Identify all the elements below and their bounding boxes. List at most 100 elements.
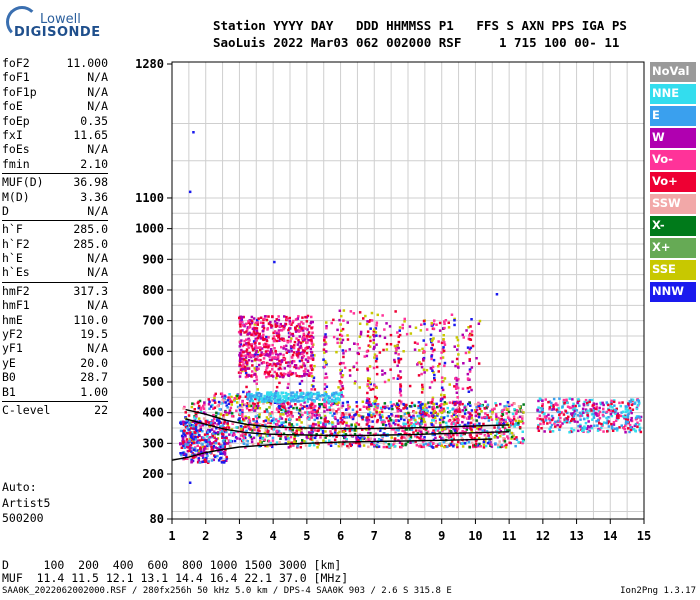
- echo-point: [268, 358, 272, 362]
- echo-point: [316, 396, 319, 399]
- echo-point: [333, 399, 336, 402]
- echo-point: [409, 423, 412, 427]
- echo-point: [606, 430, 609, 433]
- echo-point: [385, 445, 388, 449]
- echo-point: [324, 440, 327, 443]
- echo-point: [310, 388, 313, 391]
- echo-point: [309, 437, 312, 441]
- echo-point: [344, 436, 347, 439]
- echo-point: [382, 420, 385, 424]
- echo-point: [351, 408, 355, 412]
- echo-point: [335, 392, 338, 396]
- echo-point: [310, 342, 314, 345]
- echo-point: [257, 392, 261, 395]
- echo-point: [583, 427, 586, 430]
- echo-point: [280, 404, 283, 407]
- echo-point: [495, 422, 499, 425]
- echo-point: [315, 410, 318, 413]
- param-value: 0.35: [80, 113, 108, 128]
- echo-point: [419, 329, 423, 332]
- echo-point: [289, 416, 292, 419]
- echo-point: [308, 425, 312, 428]
- echo-point: [316, 446, 319, 449]
- echo-point: [436, 405, 439, 409]
- echo-point: [394, 310, 397, 313]
- echo-point: [501, 425, 505, 429]
- echo-point: [210, 448, 213, 451]
- echo-point: [442, 334, 445, 337]
- echo-point: [241, 415, 244, 419]
- echo-point: [193, 448, 196, 452]
- echo-point: [517, 419, 521, 423]
- echo-point: [433, 348, 436, 352]
- echo-point: [498, 440, 501, 443]
- echo-point: [429, 338, 433, 341]
- echo-point: [181, 442, 185, 445]
- echo-point: [196, 441, 199, 444]
- echo-point: [507, 403, 511, 406]
- echo-point: [614, 419, 618, 422]
- echo-point: [199, 446, 202, 449]
- echo-point: [495, 417, 498, 421]
- echo-point: [497, 445, 500, 449]
- echo-point: [319, 436, 322, 439]
- echo-point: [288, 364, 292, 367]
- echo-point: [280, 408, 283, 412]
- echo-point: [478, 413, 481, 416]
- echo-point: [624, 410, 628, 414]
- echo-point: [251, 370, 254, 373]
- echo-point: [610, 401, 613, 404]
- echo-point: [464, 408, 468, 411]
- echo-point: [261, 437, 264, 440]
- echo-point: [264, 444, 267, 448]
- echo-point: [586, 409, 589, 413]
- echo-point: [264, 369, 268, 372]
- echo-point: [323, 402, 326, 406]
- echo-point: [233, 439, 237, 443]
- echo-point: [468, 348, 472, 351]
- echo-point: [287, 361, 290, 364]
- echo-point: [312, 422, 315, 426]
- echo-point: [439, 406, 443, 409]
- echo-point: [187, 414, 191, 417]
- echo-point: [296, 445, 299, 448]
- echo-point: [304, 444, 308, 447]
- echo-point: [440, 403, 443, 406]
- echo-point: [399, 415, 403, 418]
- echo-point: [239, 343, 243, 346]
- echo-point: [226, 442, 230, 445]
- echo-point: [202, 450, 206, 453]
- echo-point: [617, 414, 621, 417]
- echo-point: [437, 427, 441, 430]
- echo-point: [372, 387, 375, 391]
- echo-point: [440, 386, 444, 389]
- echo-point: [370, 403, 373, 407]
- echo-point: [288, 413, 291, 417]
- echo-point: [558, 428, 561, 431]
- echo-point: [410, 401, 414, 405]
- echo-point: [217, 459, 221, 462]
- echo-point: [298, 335, 301, 338]
- echo-point: [431, 398, 434, 401]
- echo-point: [388, 325, 392, 328]
- echo-point: [259, 358, 262, 362]
- echo-point: [249, 322, 252, 326]
- echo-point: [248, 419, 252, 423]
- echo-point: [468, 370, 472, 373]
- echo-point: [225, 455, 228, 459]
- echo-point: [467, 326, 470, 329]
- echo-point: [313, 418, 316, 422]
- echo-point: [243, 343, 246, 347]
- echo-point: [427, 401, 430, 404]
- param-row: B0 28.7: [2, 370, 108, 384]
- echo-point: [477, 362, 481, 365]
- echo-point: [358, 408, 362, 411]
- param-value: 3.36: [80, 189, 108, 204]
- echo-point: [557, 416, 561, 420]
- echo-point: [429, 333, 433, 337]
- echo-point: [295, 366, 298, 370]
- legend-nnw: NNW: [650, 282, 696, 302]
- echo-point: [475, 405, 478, 409]
- echo-point: [639, 419, 642, 422]
- echo-point: [201, 460, 205, 463]
